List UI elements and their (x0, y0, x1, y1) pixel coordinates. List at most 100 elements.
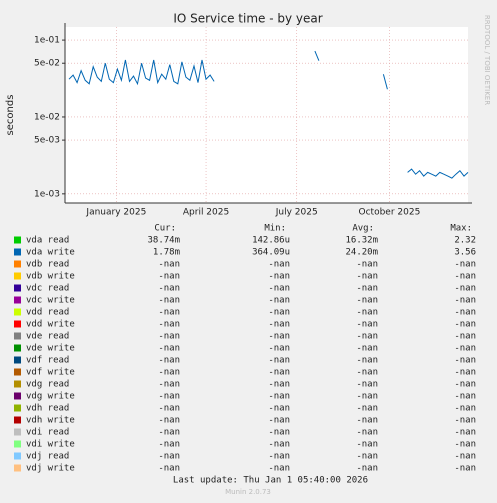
legend-swatch (14, 440, 21, 448)
legend-label: vde read (26, 332, 69, 342)
legend-swatch (14, 308, 21, 316)
legend-swatch (14, 284, 21, 292)
legend-value: -nan (158, 464, 180, 474)
legend-value: -nan (356, 284, 378, 294)
legend-label: vdc read (26, 284, 69, 294)
y-tick-label: 1e-02 (34, 112, 60, 122)
legend-value: 1.78m (153, 248, 180, 258)
legend-value: 364.09u (252, 248, 290, 258)
legend-value: -nan (356, 308, 378, 318)
legend-value: -nan (356, 296, 378, 306)
y-axis-label: seconds (5, 95, 16, 136)
legend-value: -nan (268, 380, 290, 390)
legend-value: -nan (268, 440, 290, 450)
legend-value: -nan (268, 356, 290, 366)
legend-label: vdf write (26, 368, 75, 378)
last-update: Last update: Thu Jan 1 05:40:00 2026 (173, 476, 368, 486)
legend-value: -nan (268, 308, 290, 318)
legend-value: -nan (158, 260, 180, 270)
legend-value: 24.20m (345, 248, 378, 258)
legend-value: -nan (356, 428, 378, 438)
legend-value: -nan (268, 428, 290, 438)
legend-value: -nan (158, 392, 180, 402)
legend-swatch (14, 260, 21, 268)
legend-swatch (14, 464, 21, 472)
y-tick-label: 5e-02 (34, 59, 60, 69)
legend-value: -nan (356, 356, 378, 366)
legend-value: 142.86u (252, 236, 290, 246)
legend-value: -nan (454, 392, 476, 402)
legend-label: vdc write (26, 296, 75, 306)
legend-value: -nan (454, 464, 476, 474)
plot-area (65, 27, 468, 203)
legend-value: -nan (268, 392, 290, 402)
legend-value: -nan (454, 284, 476, 294)
legend-label: vdh read (26, 404, 69, 414)
legend-value: -nan (268, 272, 290, 282)
legend-header: Avg: (352, 224, 374, 234)
legend-value: -nan (268, 320, 290, 330)
legend-value: -nan (356, 368, 378, 378)
legend-value: -nan (268, 332, 290, 342)
legend-value: -nan (268, 368, 290, 378)
legend-label: vdi write (26, 440, 75, 450)
legend-value: -nan (268, 284, 290, 294)
series-line (68, 50, 469, 179)
legend-swatch (14, 332, 21, 340)
legend-value: -nan (356, 260, 378, 270)
legend-label: vda write (26, 248, 75, 258)
legend-label: vdh write (26, 416, 75, 426)
legend-value: -nan (356, 380, 378, 390)
legend-value: -nan (356, 464, 378, 474)
legend-label: vdj write (26, 464, 75, 474)
legend-value: -nan (356, 272, 378, 282)
legend-swatch (14, 392, 21, 400)
legend-value: -nan (158, 344, 180, 354)
legend-value: -nan (356, 440, 378, 450)
legend-label: vdg write (26, 392, 75, 402)
legend-label: vdi read (26, 428, 69, 438)
legend-swatch (14, 344, 21, 352)
legend-value: -nan (158, 368, 180, 378)
legend-label: vdb read (26, 260, 69, 270)
legend-value: -nan (158, 440, 180, 450)
legend-value: -nan (268, 296, 290, 306)
legend-value: -nan (454, 404, 476, 414)
legend-value: -nan (158, 356, 180, 366)
legend-swatch (14, 452, 21, 460)
legend-value: 2.32 (454, 236, 476, 246)
footer: Munin 2.0.73 (225, 488, 271, 496)
legend-value: -nan (158, 284, 180, 294)
legend-label: vdf read (26, 356, 69, 366)
legend-swatch (14, 236, 21, 244)
legend-swatch (14, 296, 21, 304)
legend-value: -nan (454, 332, 476, 342)
legend-value: -nan (356, 416, 378, 426)
x-tick-label: July 2025 (275, 208, 318, 218)
legend-value: -nan (356, 332, 378, 342)
legend-value: -nan (158, 332, 180, 342)
x-tick-label: April 2025 (183, 208, 229, 218)
legend-value: -nan (356, 320, 378, 330)
legend-value: -nan (356, 392, 378, 402)
y-tick-label: 5e-03 (34, 136, 60, 146)
legend-value: 3.56 (454, 248, 476, 258)
chart-title: IO Service time - by year (173, 12, 322, 26)
legend-value: -nan (454, 296, 476, 306)
legend-swatch (14, 272, 21, 280)
legend-value: -nan (158, 272, 180, 282)
legend-header: Max: (450, 224, 472, 234)
legend-header: Min: (264, 224, 286, 234)
legend-value: -nan (268, 416, 290, 426)
legend-value: -nan (454, 368, 476, 378)
legend-value: -nan (454, 380, 476, 390)
legend-value: -nan (454, 440, 476, 450)
legend-value: -nan (454, 272, 476, 282)
legend-value: -nan (454, 416, 476, 426)
legend-value: -nan (454, 344, 476, 354)
side-text: RRDTOOL / TOBI OETIKER (483, 15, 491, 105)
legend-label: vdd read (26, 308, 69, 318)
legend-label: vdg read (26, 380, 69, 390)
legend-swatch (14, 320, 21, 328)
